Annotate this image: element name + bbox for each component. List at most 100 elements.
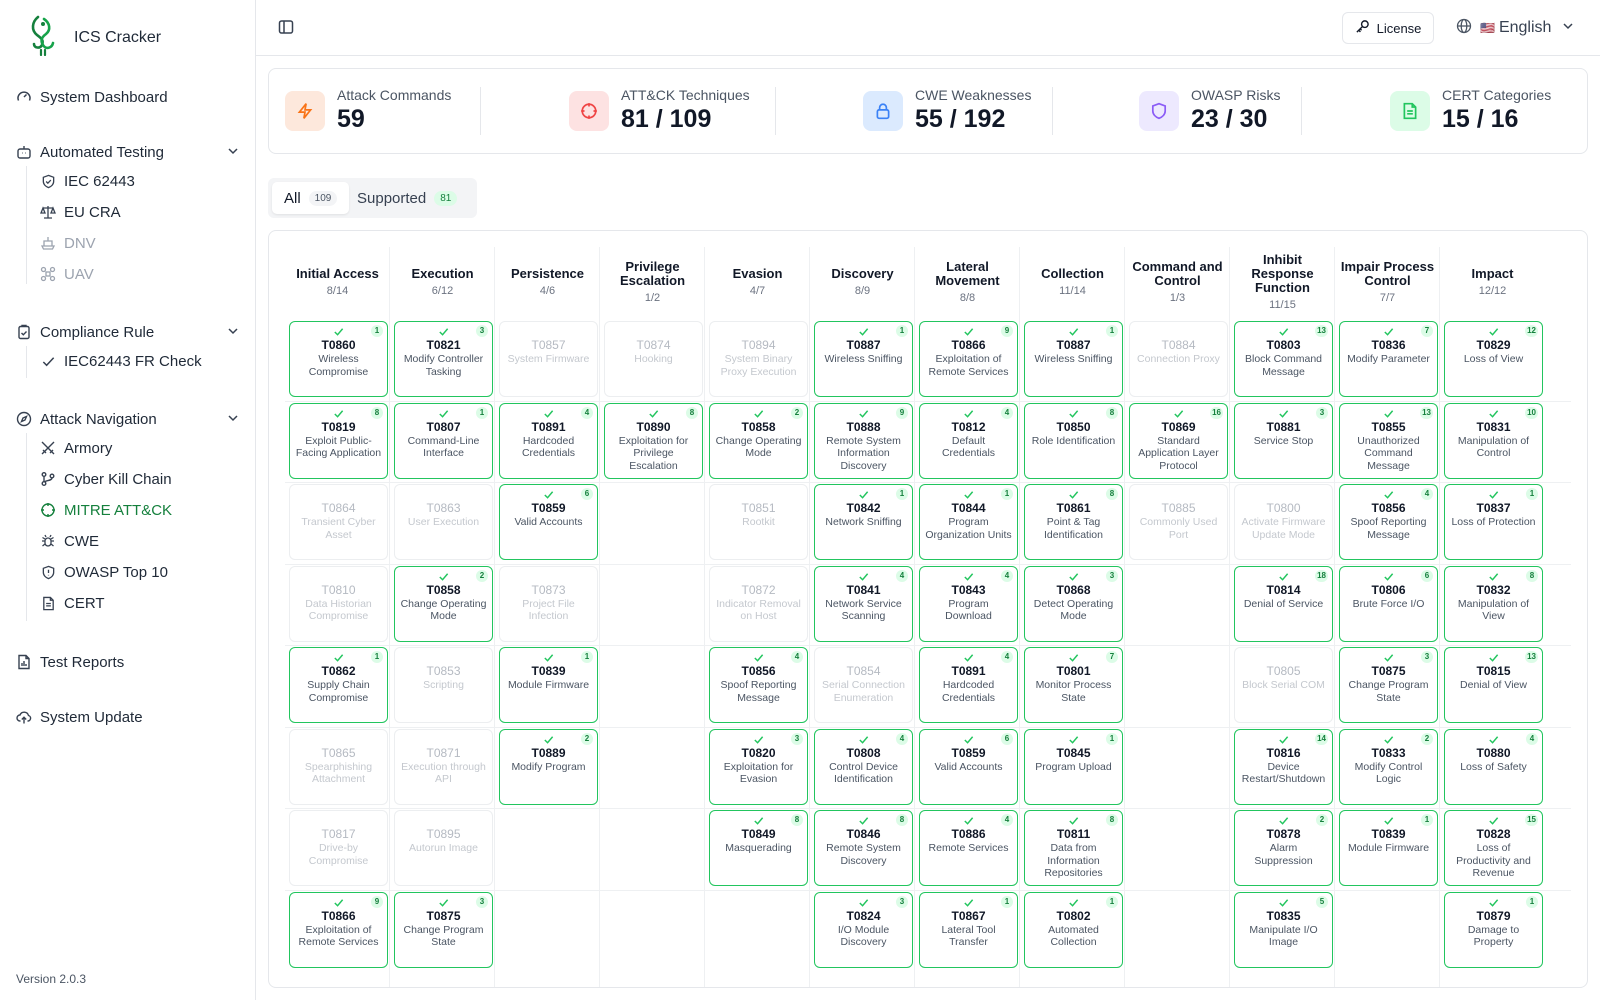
technique-cell[interactable]: 8 T0861 Point & Tag Identification	[1024, 484, 1123, 560]
technique-cell[interactable]: 3 T0824 I/O Module Discovery	[814, 891, 913, 968]
nav-attack-navigation[interactable]: Attack Navigation	[16, 406, 240, 432]
technique-cell[interactable]: 12 T0829 Loss of View	[1444, 321, 1543, 397]
sidebar-item-armory[interactable]: Armory	[40, 436, 112, 460]
technique-cell[interactable]: 6 T0806 Brute Force I/O	[1339, 565, 1438, 642]
technique-cell[interactable]: 1 T0862 Supply Chain Compromise	[289, 647, 388, 723]
sidebar-item-mitre-attack[interactable]: MITRE ATT&CK	[40, 498, 172, 522]
technique-cell[interactable]: 2 T0858 Change Operating Mode	[709, 402, 808, 479]
sidebar-item-uav[interactable]: UAV	[40, 262, 94, 286]
technique-cell[interactable]: 3 T0875 Change Program State	[394, 891, 493, 968]
technique-cell[interactable]: 4 T0808 Control Device Identification	[814, 728, 913, 805]
nav-test-reports[interactable]: Test Reports	[16, 649, 240, 675]
technique-cell[interactable]: T0874 Hooking	[604, 321, 703, 397]
technique-cell[interactable]: 1 T0839 Module Firmware	[1339, 810, 1438, 886]
technique-cell[interactable]: 1 T0845 Program Upload	[1024, 728, 1123, 805]
technique-cell[interactable]: 2 T0858 Change Operating Mode	[394, 565, 493, 642]
technique-cell[interactable]: T0854 Serial Connection Enumeration	[814, 647, 913, 723]
sidebar-item-cert[interactable]: CERT	[40, 591, 105, 615]
technique-cell[interactable]: 4 T0843 Program Download	[919, 565, 1018, 642]
technique-cell[interactable]: 1 T0879 Damage to Property	[1444, 891, 1543, 968]
technique-cell[interactable]: 13 T0815 Denial of View	[1444, 647, 1543, 723]
sidebar-item-owasp-top-10[interactable]: OWASP Top 10	[40, 560, 168, 584]
technique-cell[interactable]: 1 T0887 Wireless Sniffing	[814, 321, 913, 397]
nav-automated-testing[interactable]: Automated Testing	[16, 139, 240, 165]
technique-cell[interactable]: 4 T0880 Loss of Safety	[1444, 728, 1543, 805]
technique-cell[interactable]: 13 T0855 Unauthorized Command Message	[1339, 402, 1438, 479]
technique-cell[interactable]: 7 T0836 Modify Parameter	[1339, 321, 1438, 397]
technique-cell[interactable]: 1 T0842 Network Sniffing	[814, 484, 913, 560]
language-selector[interactable]: 🇺🇸 English	[1456, 14, 1575, 42]
technique-cell[interactable]: T0885 Commonly Used Port	[1129, 484, 1228, 560]
technique-cell[interactable]: T0800 Activate Firmware Update Mode	[1234, 484, 1333, 560]
technique-cell[interactable]: 8 T0811 Data from Information Repositories	[1024, 810, 1123, 886]
technique-cell[interactable]: T0805 Block Serial COM	[1234, 647, 1333, 723]
technique-cell[interactable]: T0864 Transient Cyber Asset	[289, 484, 388, 560]
technique-cell[interactable]: 8 T0832 Manipulation of View	[1444, 565, 1543, 642]
sidebar-item-cyber-kill-chain[interactable]: Cyber Kill Chain	[40, 467, 172, 491]
technique-cell[interactable]: 3 T0868 Detect Operating Mode	[1024, 565, 1123, 642]
nav-compliance-rule[interactable]: Compliance Rule	[16, 319, 240, 345]
technique-cell[interactable]: T0865 Spearphishing Attachment	[289, 728, 388, 805]
technique-cell[interactable]: 1 T0860 Wireless Compromise	[289, 321, 388, 397]
technique-cell[interactable]: 8 T0846 Remote System Discovery	[814, 810, 913, 886]
technique-cell[interactable]: 16 T0869 Standard Application Layer Protoc…	[1129, 402, 1228, 479]
technique-cell[interactable]: T0894 System Binary Proxy Execution	[709, 321, 808, 397]
sidebar-item-eu-cra[interactable]: EU CRA	[40, 200, 121, 224]
technique-cell[interactable]: 8 T0890 Exploitation for Privilege Escalat…	[604, 402, 703, 479]
technique-cell[interactable]: 4 T0841 Network Service Scanning	[814, 565, 913, 642]
technique-cell[interactable]: 2 T0889 Modify Program	[499, 728, 598, 805]
technique-cell[interactable]: 4 T0891 Hardcoded Credentials	[499, 402, 598, 479]
technique-cell[interactable]: 4 T0856 Spoof Reporting Message	[1339, 484, 1438, 560]
technique-cell[interactable]: 2 T0833 Modify Control Logic	[1339, 728, 1438, 805]
technique-cell[interactable]: T0857 System Firmware	[499, 321, 598, 397]
technique-cell[interactable]: 14 T0816 Device Restart/Shutdown	[1234, 728, 1333, 805]
technique-cell[interactable]: 13 T0803 Block Command Message	[1234, 321, 1333, 397]
sidebar-toggle-icon[interactable]	[278, 19, 294, 40]
technique-cell[interactable]: T0872 Indicator Removal on Host	[709, 565, 808, 642]
technique-cell[interactable]: 8 T0850 Role Identification	[1024, 402, 1123, 479]
technique-cell[interactable]: 1 T0837 Loss of Protection	[1444, 484, 1543, 560]
technique-cell[interactable]: 3 T0821 Modify Controller Tasking	[394, 321, 493, 397]
tab-all[interactable]: All 109	[272, 182, 350, 214]
technique-cell[interactable]: 3 T0881 Service Stop	[1234, 402, 1333, 479]
technique-cell[interactable]: T0884 Connection Proxy	[1129, 321, 1228, 397]
technique-cell[interactable]: 1 T0839 Module Firmware	[499, 647, 598, 723]
technique-cell[interactable]: T0851 Rootkit	[709, 484, 808, 560]
chevron-down-icon[interactable]	[226, 324, 240, 342]
technique-cell[interactable]: T0871 Execution through API	[394, 728, 493, 805]
technique-cell[interactable]: 4 T0886 Remote Services	[919, 810, 1018, 886]
technique-cell[interactable]: 5 T0835 Manipulate I/O Image	[1234, 891, 1333, 968]
license-button[interactable]: License	[1342, 12, 1434, 44]
technique-cell[interactable]: 1 T0802 Automated Collection	[1024, 891, 1123, 968]
technique-cell[interactable]: T0853 Scripting	[394, 647, 493, 723]
technique-cell[interactable]: 6 T0859 Valid Accounts	[919, 728, 1018, 805]
technique-cell[interactable]: 18 T0814 Denial of Service	[1234, 565, 1333, 642]
technique-cell[interactable]: T0810 Data Historian Compromise	[289, 565, 388, 642]
technique-cell[interactable]: 3 T0875 Change Program State	[1339, 647, 1438, 723]
technique-cell[interactable]: 9 T0866 Exploitation of Remote Services	[289, 891, 388, 968]
technique-cell[interactable]: 7 T0801 Monitor Process State	[1024, 647, 1123, 723]
sidebar-item-iec62443-fr-check[interactable]: IEC62443 FR Check	[40, 349, 202, 373]
chevron-down-icon[interactable]	[226, 411, 240, 429]
technique-cell[interactable]: 1 T0867 Lateral Tool Transfer	[919, 891, 1018, 968]
technique-cell[interactable]: 2 T0878 Alarm Suppression	[1234, 810, 1333, 886]
technique-cell[interactable]: 10 T0831 Manipulation of Control	[1444, 402, 1543, 479]
technique-cell[interactable]: 8 T0849 Masquerading	[709, 810, 808, 886]
chevron-down-icon[interactable]	[226, 144, 240, 162]
technique-cell[interactable]: 3 T0820 Exploitation for Evasion	[709, 728, 808, 805]
technique-cell[interactable]: 6 T0859 Valid Accounts	[499, 484, 598, 560]
technique-cell[interactable]: T0817 Drive-by Compromise	[289, 810, 388, 886]
technique-cell[interactable]: T0895 Autorun Image	[394, 810, 493, 886]
sidebar-item-dnv[interactable]: DNV	[40, 231, 96, 255]
technique-cell[interactable]: 1 T0807 Command-Line Interface	[394, 402, 493, 479]
technique-cell[interactable]: 8 T0819 Exploit Public-Facing Application	[289, 402, 388, 479]
technique-cell[interactable]: 1 T0844 Program Organization Units	[919, 484, 1018, 560]
sidebar-item-cwe[interactable]: CWE	[40, 529, 99, 553]
technique-cell[interactable]: 15 T0828 Loss of Productivity and Revenue	[1444, 810, 1543, 886]
technique-cell[interactable]: 1 T0887 Wireless Sniffing	[1024, 321, 1123, 397]
technique-cell[interactable]: 4 T0891 Hardcoded Credentials	[919, 647, 1018, 723]
tab-supported[interactable]: Supported 81	[345, 182, 469, 214]
technique-cell[interactable]: 9 T0888 Remote System Information Discover…	[814, 402, 913, 479]
technique-cell[interactable]: 9 T0866 Exploitation of Remote Services	[919, 321, 1018, 397]
sidebar-item-iec-62443[interactable]: IEC 62443	[40, 169, 135, 193]
